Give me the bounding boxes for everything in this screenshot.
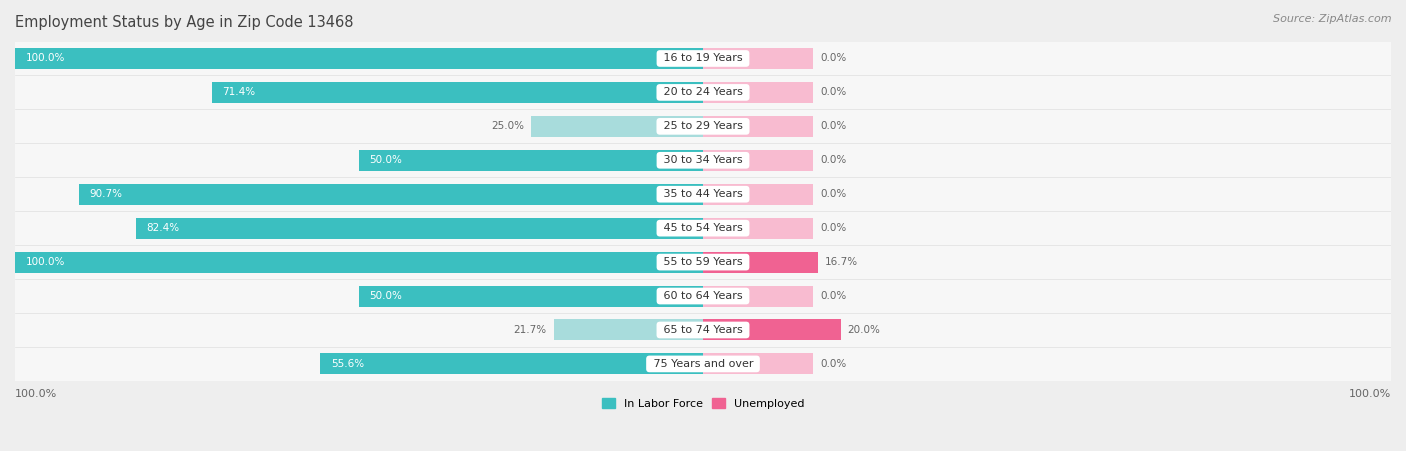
Bar [15, 245, 1391, 279]
Bar [15, 48, 703, 69]
Bar [79, 184, 703, 205]
Text: 65 to 74 Years: 65 to 74 Years [659, 325, 747, 335]
Text: 50.0%: 50.0% [370, 291, 402, 301]
Bar [15, 41, 1391, 75]
Text: 0.0%: 0.0% [820, 155, 846, 165]
Text: 21.7%: 21.7% [513, 325, 547, 335]
Bar [703, 218, 813, 239]
Bar [15, 347, 1391, 381]
Bar [703, 285, 813, 307]
Bar [15, 313, 1391, 347]
Bar [15, 75, 1391, 110]
Text: 55.6%: 55.6% [330, 359, 364, 369]
Bar [359, 285, 703, 307]
Text: 100.0%: 100.0% [15, 389, 58, 400]
Text: 16 to 19 Years: 16 to 19 Years [659, 54, 747, 64]
Bar [359, 150, 703, 171]
Legend: In Labor Force, Unemployed: In Labor Force, Unemployed [598, 394, 808, 413]
Text: 55 to 59 Years: 55 to 59 Years [659, 257, 747, 267]
Bar [703, 82, 813, 103]
Bar [15, 211, 1391, 245]
Bar [703, 116, 813, 137]
Bar [703, 48, 813, 69]
Text: 82.4%: 82.4% [146, 223, 180, 233]
Text: 45 to 54 Years: 45 to 54 Years [659, 223, 747, 233]
Text: Employment Status by Age in Zip Code 13468: Employment Status by Age in Zip Code 134… [15, 15, 353, 30]
Text: 90.7%: 90.7% [90, 189, 122, 199]
Text: 20 to 24 Years: 20 to 24 Years [659, 87, 747, 97]
Bar [212, 82, 703, 103]
Text: 0.0%: 0.0% [820, 87, 846, 97]
Text: 50.0%: 50.0% [370, 155, 402, 165]
Bar [703, 354, 813, 374]
Bar [15, 279, 1391, 313]
Text: 35 to 44 Years: 35 to 44 Years [659, 189, 747, 199]
Bar [554, 319, 703, 341]
Bar [703, 319, 841, 341]
Text: 30 to 34 Years: 30 to 34 Years [659, 155, 747, 165]
Bar [703, 150, 813, 171]
Text: 0.0%: 0.0% [820, 121, 846, 131]
Text: 25 to 29 Years: 25 to 29 Years [659, 121, 747, 131]
Bar [531, 116, 703, 137]
Text: 100.0%: 100.0% [1348, 389, 1391, 400]
Bar [703, 252, 818, 272]
Bar [136, 218, 703, 239]
Text: 25.0%: 25.0% [491, 121, 524, 131]
Text: 100.0%: 100.0% [25, 257, 65, 267]
Text: 0.0%: 0.0% [820, 54, 846, 64]
Text: Source: ZipAtlas.com: Source: ZipAtlas.com [1274, 14, 1392, 23]
Text: 16.7%: 16.7% [825, 257, 858, 267]
Bar [15, 177, 1391, 211]
Text: 0.0%: 0.0% [820, 291, 846, 301]
Bar [321, 354, 703, 374]
Bar [703, 184, 813, 205]
Bar [15, 252, 703, 272]
Text: 71.4%: 71.4% [222, 87, 256, 97]
Text: 60 to 64 Years: 60 to 64 Years [659, 291, 747, 301]
Text: 0.0%: 0.0% [820, 223, 846, 233]
Text: 100.0%: 100.0% [25, 54, 65, 64]
Text: 0.0%: 0.0% [820, 359, 846, 369]
Text: 0.0%: 0.0% [820, 189, 846, 199]
Bar [15, 110, 1391, 143]
Text: 75 Years and over: 75 Years and over [650, 359, 756, 369]
Text: 20.0%: 20.0% [848, 325, 880, 335]
Bar [15, 143, 1391, 177]
